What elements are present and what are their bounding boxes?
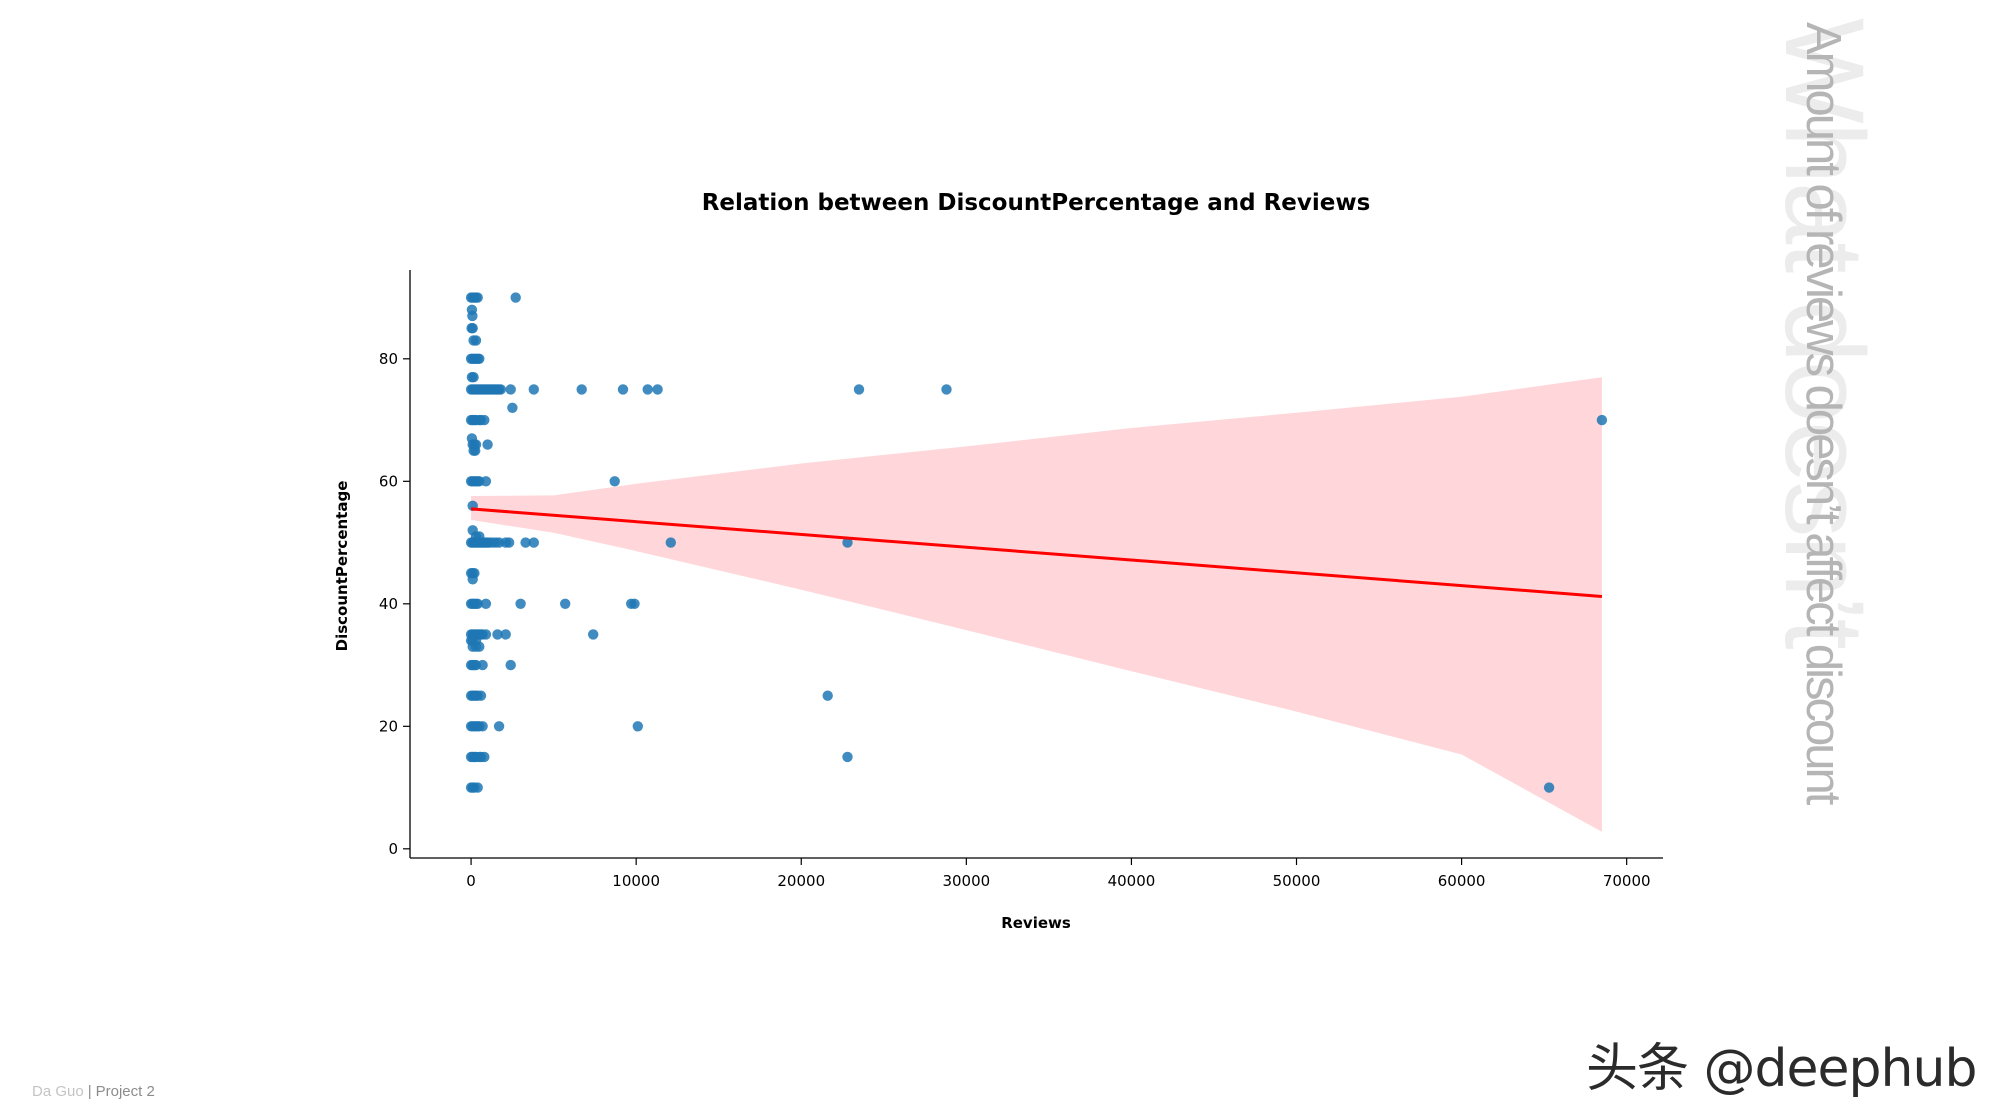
- data-point: [482, 439, 493, 450]
- data-point: [520, 537, 531, 548]
- data-point: [842, 537, 853, 548]
- watermark: 头条 @deephub: [1586, 1039, 1977, 1099]
- regression-line: [470, 507, 1603, 598]
- x-tick-label: 20000: [777, 872, 825, 890]
- data-point: [505, 384, 516, 395]
- y-tick-label: 40: [379, 595, 398, 613]
- data-point: [474, 353, 485, 364]
- data-point: [470, 335, 482, 346]
- data-point: [472, 598, 483, 609]
- scatter-points: [465, 292, 1608, 793]
- y-tick-label: 60: [379, 472, 398, 490]
- data-point: [842, 751, 853, 763]
- x-tick-label: 60000: [1438, 872, 1486, 890]
- data-point: [474, 641, 485, 652]
- data-point: [472, 782, 483, 793]
- data-point: [515, 598, 526, 609]
- footer-separator: |: [87, 1083, 92, 1100]
- data-point: [632, 721, 643, 732]
- x-axis-ticks: 0 10000 20000 30000 40000 50000 60000 70000: [466, 858, 1651, 890]
- footer-author: Da Guo: [32, 1083, 84, 1100]
- y-tick-label: 0: [388, 840, 398, 858]
- x-tick-label: 0: [466, 872, 476, 890]
- x-axis-label: Reviews: [1001, 914, 1071, 932]
- data-point: [510, 292, 521, 303]
- data-point: [477, 721, 488, 732]
- footer-project: Project 2: [95, 1083, 155, 1100]
- data-point: [629, 598, 640, 609]
- data-point: [505, 659, 516, 671]
- confidence-band: [471, 377, 1602, 832]
- x-tick-label: 70000: [1603, 872, 1651, 890]
- data-point: [642, 384, 653, 395]
- data-point: [495, 384, 506, 395]
- data-point: [492, 629, 503, 640]
- data-point: [822, 690, 833, 701]
- data-point: [503, 537, 515, 548]
- x-tick-label: 40000: [1108, 872, 1156, 890]
- data-point: [1596, 414, 1608, 426]
- y-tick-label: 20: [379, 717, 398, 735]
- data-point: [500, 629, 511, 640]
- data-point: [609, 476, 620, 487]
- data-point: [475, 690, 487, 701]
- side-subheading: Amount of reviews doesn’t affect discoun…: [1796, 22, 1850, 803]
- data-point: [528, 384, 539, 395]
- data-point: [853, 384, 865, 395]
- data-point: [480, 629, 492, 640]
- data-point: [528, 537, 539, 548]
- data-point: [1543, 782, 1555, 793]
- data-point: [467, 310, 478, 322]
- data-point: [652, 384, 663, 395]
- y-axis-ticks: 0 20 40 60 80: [379, 350, 410, 858]
- data-point: [941, 384, 952, 395]
- x-tick-label: 10000: [612, 872, 660, 890]
- y-tick-label: 80: [379, 350, 398, 368]
- data-point: [470, 445, 481, 456]
- data-point: [467, 323, 478, 334]
- data-point: [576, 384, 587, 395]
- data-point: [467, 574, 478, 585]
- data-point: [477, 659, 488, 671]
- data-point: [493, 721, 505, 732]
- data-point: [472, 292, 483, 303]
- data-point: [468, 372, 479, 383]
- data-point: [560, 598, 571, 609]
- footer: Da Guo | Project 2: [32, 1083, 155, 1100]
- x-tick-label: 50000: [1273, 872, 1321, 890]
- x-tick-label: 30000: [942, 872, 990, 890]
- data-point: [665, 537, 676, 548]
- data-point: [479, 751, 490, 763]
- y-axis-label: DiscountPercentage: [333, 481, 351, 652]
- data-point: [480, 598, 492, 609]
- data-point: [588, 629, 599, 640]
- data-point: [480, 476, 492, 487]
- chart-title: Relation between DiscountPercentage and …: [702, 190, 1371, 216]
- data-point: [479, 414, 490, 426]
- data-point: [507, 402, 518, 413]
- data-point: [617, 384, 629, 395]
